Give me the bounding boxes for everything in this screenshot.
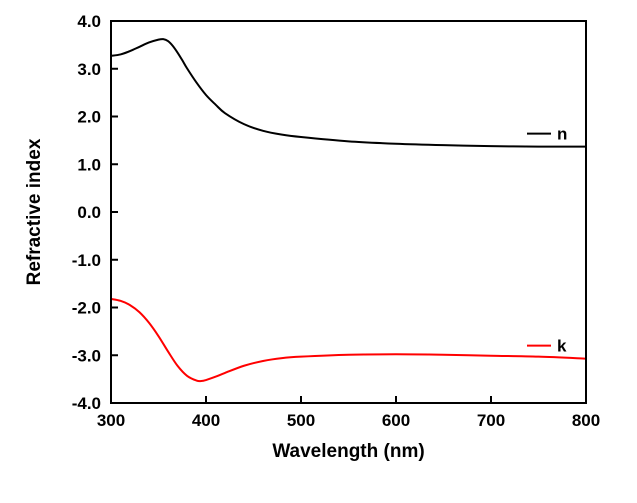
x-tick-label: 300 xyxy=(97,411,125,430)
y-tick-label: 0.0 xyxy=(77,203,101,222)
legend-k-label: k xyxy=(557,337,567,356)
y-axis-title: Refractive index xyxy=(24,138,45,285)
y-tick-label: 4.0 xyxy=(77,12,101,31)
legend-n-label: n xyxy=(557,125,567,144)
x-axis-title: Wavelength (nm) xyxy=(272,441,424,462)
x-tick-label: 600 xyxy=(382,411,410,430)
x-tick-label: 500 xyxy=(287,411,315,430)
y-tick-label: -3.0 xyxy=(72,346,101,365)
series-n-line xyxy=(110,38,587,148)
y-tick-label: 3.0 xyxy=(77,60,101,79)
y-tick-label: 1.0 xyxy=(77,155,101,174)
x-tick-label: 800 xyxy=(572,411,600,430)
x-tick-label: 700 xyxy=(477,411,505,430)
y-tick-label: -1.0 xyxy=(72,251,101,270)
y-tick-label: -4.0 xyxy=(72,394,101,413)
series-k-line xyxy=(110,297,587,383)
x-tick-label: 400 xyxy=(192,411,220,430)
plot-frame xyxy=(110,20,587,404)
y-tick-label: 2.0 xyxy=(77,108,101,127)
y-tick-label: -2.0 xyxy=(72,299,101,318)
